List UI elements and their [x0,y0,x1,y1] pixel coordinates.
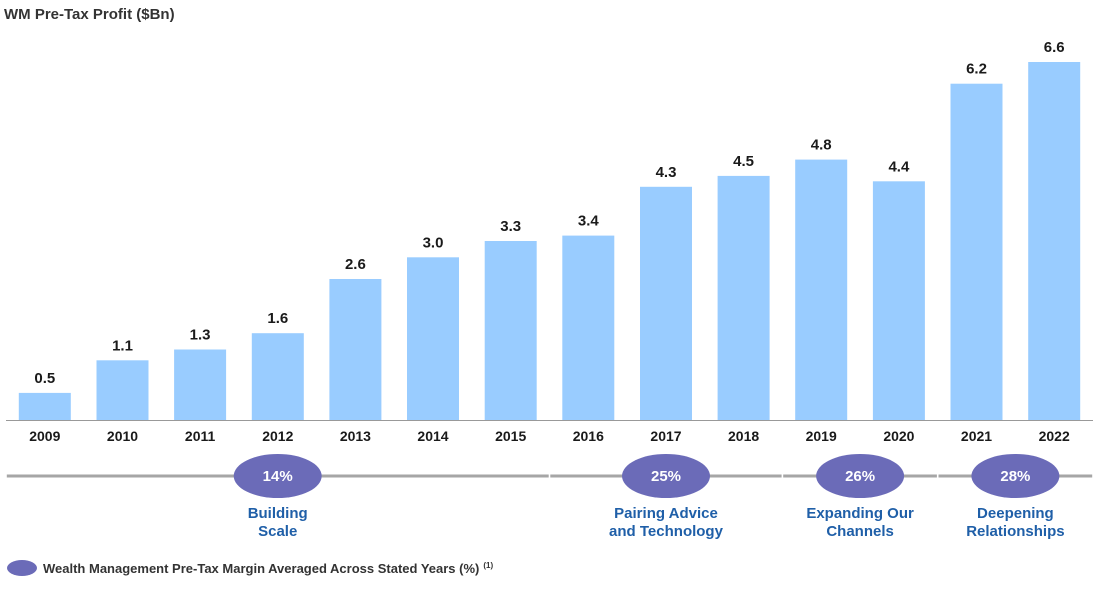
phase-label-4-line-2: Relationships [966,523,1064,540]
tick-label-2012: 2012 [262,428,293,444]
value-label-2012: 1.6 [267,310,288,327]
phase-label-2-line-1: Pairing Advice [614,505,718,522]
value-labels-group: 0.5 1.1 1.3 1.6 2.6 3.0 3.3 3.4 4.3 4.5 4.8 4.4 6.2 6… [34,39,1064,387]
phase-label-1-line-2: Scale [258,523,297,540]
tick-label-2019: 2019 [806,428,837,444]
value-label-2019: 4.8 [811,137,832,154]
value-label-2011: 1.3 [190,327,211,344]
bar-2015 [484,241,537,420]
phase-label-2-line-2: and Technology [609,523,724,540]
value-label-2016: 3.4 [578,213,600,230]
value-label-2010: 1.1 [112,337,133,354]
phase-label-4-line-1: Deepening [977,505,1054,522]
value-label-2013: 2.6 [345,256,366,273]
bar-2012 [251,333,304,420]
bar-2009 [18,392,71,420]
bar-2016 [562,235,615,420]
bar-2021 [950,83,1003,420]
bar-2017 [640,186,692,420]
phase-margin-1: 14% [263,468,293,485]
tick-label-2016: 2016 [573,428,604,444]
phase-margin-2: 25% [651,468,681,485]
chart-title: WM Pre-Tax Profit ($Bn) [4,6,175,23]
bar-2014 [407,257,459,420]
tick-label-2011: 2011 [185,428,216,444]
phase-oval-2 [622,454,710,498]
value-label-2020: 4.4 [888,158,910,175]
tick-label-2017: 2017 [650,428,681,444]
tick-label-2013: 2013 [340,428,371,444]
phase-label-1-line-1: Building [248,505,308,522]
phase-oval-1 [233,454,322,498]
phase-margin-3: 26% [845,468,875,485]
bar-2022 [1028,62,1081,420]
value-label-2018: 4.5 [733,153,754,170]
phase-margin-4: 28% [1000,468,1030,485]
bar-2013 [329,279,382,420]
phase-oval-4 [971,454,1060,498]
phase-label-3-line-1: Expanding Our [806,505,914,522]
phase-oval-3 [816,454,905,498]
tick-label-2015: 2015 [495,428,526,444]
tick-label-2022: 2022 [1039,428,1070,444]
tick-labels-group: 2009 2010 2011 2012 2013 2014 2015 2016 2017 2018… [29,428,1070,444]
tick-label-2010: 2010 [107,428,138,444]
value-label-2017: 4.3 [656,164,677,181]
bar-2020 [872,181,925,420]
value-label-2014: 3.0 [423,234,444,251]
tick-label-2021: 2021 [961,428,992,444]
bar-2018 [717,175,770,420]
tick-label-2020: 2020 [883,428,914,444]
legend: Wealth Management Pre-Tax Margin Average… [7,560,493,576]
legend-text: Wealth Management Pre-Tax Margin Average… [43,561,493,576]
tick-label-2009: 2009 [29,428,60,444]
value-label-2009: 0.5 [34,370,55,387]
tick-label-2014: 2014 [417,428,448,444]
legend-marker-oval [7,560,37,576]
tick-label-2018: 2018 [728,428,759,444]
legend-footnote: (1) [483,561,493,570]
bars-group [18,62,1081,420]
bar-2010 [96,360,149,420]
value-label-2022: 6.6 [1044,39,1065,56]
bar-2011 [174,349,227,420]
value-label-2015: 3.3 [500,218,521,235]
bar-2019 [795,159,848,420]
phase-label-3-line-2: Channels [826,523,894,540]
value-label-2021: 6.2 [966,61,987,78]
